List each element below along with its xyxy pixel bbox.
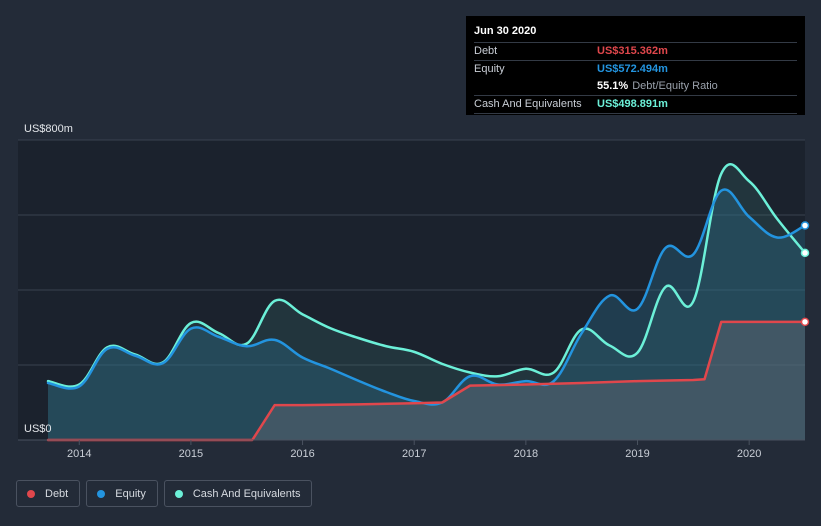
tooltip-date: Jun 30 2020 xyxy=(474,25,537,37)
tooltip-equity-label: Equity xyxy=(474,63,505,75)
equity-area xyxy=(48,189,805,440)
tooltip-panel: Jun 30 2020 Debt US$315.362m Equity US$5… xyxy=(466,16,805,115)
cash-line xyxy=(46,163,807,388)
x-axis-ticks: 2014 2015 2016 2017 2018 2019 2020 xyxy=(67,440,761,460)
tooltip-ratio-spacer xyxy=(474,78,597,95)
tooltip-debt-value: US$315.362m xyxy=(597,45,668,57)
legend-label-cash: Cash And Equivalents xyxy=(192,487,301,500)
y-tick-label-top: US$800m xyxy=(24,123,73,135)
equity-line xyxy=(46,188,807,406)
cash-end-marker[interactable] xyxy=(800,248,810,258)
legend-label-debt: Debt xyxy=(45,487,69,500)
debt-end-marker[interactable] xyxy=(800,317,810,327)
legend-item-debt[interactable]: Debt xyxy=(16,480,81,507)
tooltip-row-debt: Debt US$315.362m xyxy=(474,42,797,60)
cash-dot-icon xyxy=(174,489,183,498)
tooltip-cash-value: US$498.891m xyxy=(597,98,668,110)
x-tick-label: 2016 xyxy=(290,448,314,460)
y-tick-label-bottom: US$0 xyxy=(24,423,52,435)
legend-item-cash[interactable]: Cash And Equivalents xyxy=(163,480,313,507)
cash-area xyxy=(48,164,805,440)
tooltip-debt-label: Debt xyxy=(474,45,498,57)
equity-dot-icon xyxy=(97,489,106,498)
tooltip-ratio-value: 55.1% xyxy=(597,80,629,92)
debt-area xyxy=(48,321,805,440)
equity-end-marker[interactable] xyxy=(800,221,810,230)
tooltip-ratio-label: Debt/Equity Ratio xyxy=(632,80,718,92)
debt-dot-icon xyxy=(27,489,35,498)
tooltip-cash-label: Cash And Equivalents xyxy=(474,98,582,110)
tooltip-row-ratio: 55.1% Debt/Equity Ratio xyxy=(474,78,797,95)
tooltip-row-cash: Cash And Equivalents US$498.891m xyxy=(474,95,797,114)
x-tick-label: 2015 xyxy=(179,448,203,460)
x-tick-label: 2019 xyxy=(625,448,649,460)
x-tick-label: 2018 xyxy=(514,448,538,460)
legend: Debt Equity Cash And Equivalents xyxy=(16,480,313,507)
legend-label-equity: Equity xyxy=(115,487,146,500)
legend-item-equity[interactable]: Equity xyxy=(86,480,158,507)
tooltip-equity-value: US$572.494m xyxy=(597,63,668,75)
x-tick-label: 2017 xyxy=(402,448,426,460)
x-tick-label: 2014 xyxy=(67,448,91,460)
tooltip-row-equity: Equity US$572.494m xyxy=(474,60,797,78)
series-areas xyxy=(48,164,805,440)
end-markers xyxy=(800,221,810,327)
x-tick-label: 2020 xyxy=(737,448,761,460)
